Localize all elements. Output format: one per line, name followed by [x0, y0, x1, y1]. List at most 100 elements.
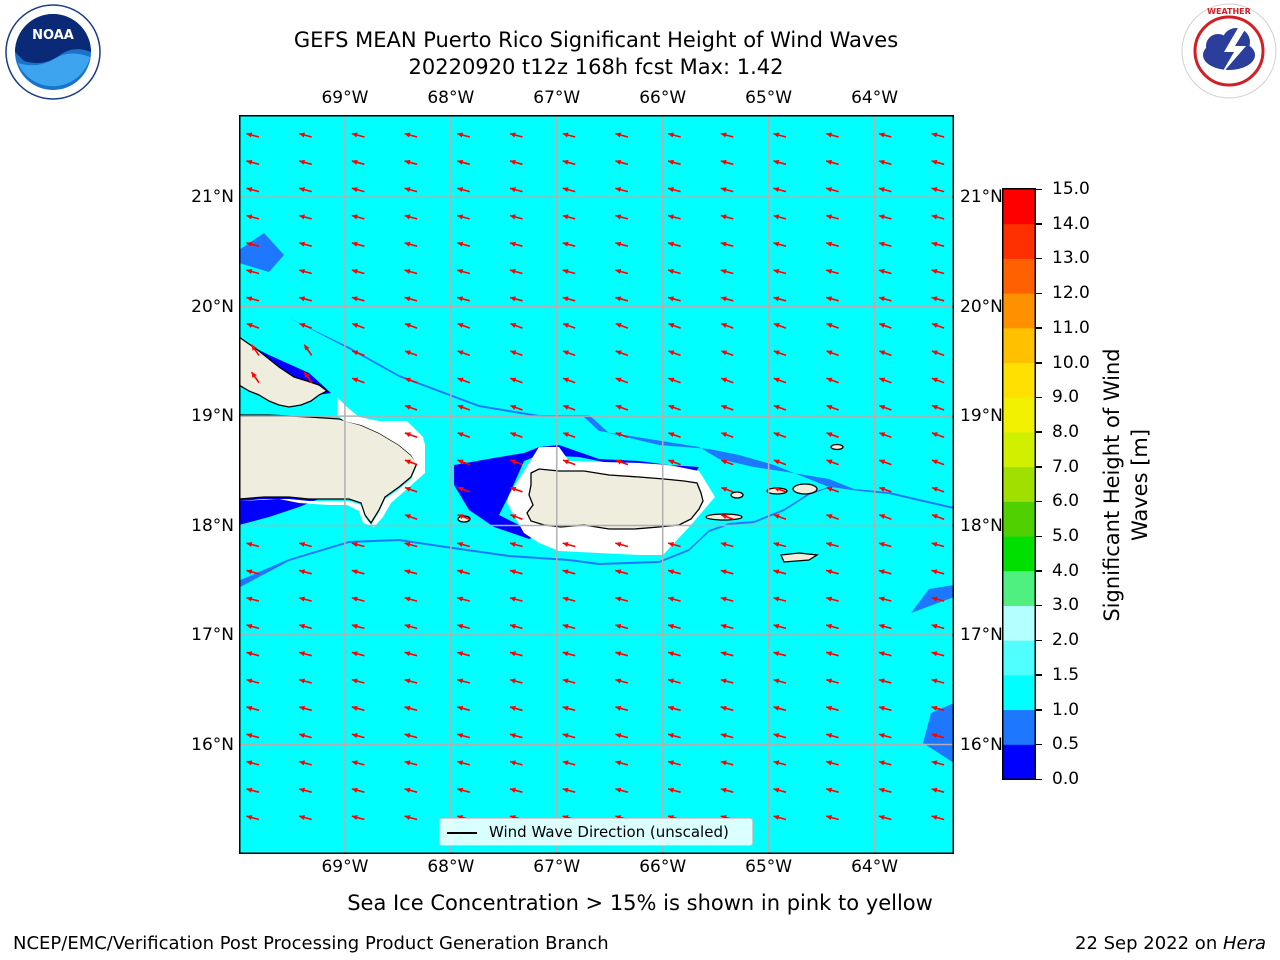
wind-wave-arrow: [667, 214, 681, 220]
wind-wave-arrow: [931, 596, 945, 602]
colorbar-tick: [1036, 466, 1042, 468]
wind-wave-arrows: [246, 132, 945, 821]
wind-wave-arrow: [562, 459, 576, 466]
colorbar-segment: [1003, 431, 1035, 468]
wind-wave-arrow: [720, 569, 734, 575]
colorbar-tick-label: 1.5: [1052, 664, 1080, 685]
wind-wave-arrow: [878, 159, 892, 166]
wind-wave-arrow: [298, 705, 312, 712]
wind-wave-arrow: [931, 733, 945, 739]
wind-wave-arrow: [825, 623, 839, 630]
nws-logo-icon: WEATHER: [1181, 3, 1277, 99]
wind-wave-arrow: [878, 596, 892, 602]
wind-wave-arrow: [615, 623, 629, 630]
longitude-tick-label: 67°W: [533, 88, 581, 108]
latitude-tick-label: 18°N: [191, 515, 234, 536]
wind-wave-arrow: [457, 269, 471, 275]
wind-wave-arrow: [298, 787, 312, 793]
wind-wave-arrow: [931, 705, 945, 712]
longitude-tick-label: 64°W: [851, 857, 899, 877]
wind-wave-arrow: [720, 132, 734, 138]
wind-wave-arrow: [878, 241, 892, 247]
wind-wave-arrow: [562, 623, 576, 630]
wind-wave-arrow: [826, 459, 839, 466]
wind-wave-arrow: [246, 542, 260, 548]
wind-wave-arrow: [351, 705, 365, 712]
wind-wave-arrow: [246, 733, 260, 739]
wind-wave-arrow: [509, 241, 523, 247]
wind-wave-arrow: [720, 787, 734, 793]
wind-wave-arrow: [562, 322, 576, 329]
colorbar-tick-label: 9.0: [1052, 387, 1080, 408]
wind-wave-arrow: [931, 623, 945, 630]
wind-wave-arrow: [615, 459, 629, 466]
footer-date-text: 22 Sep 2022 on: [1075, 933, 1223, 954]
wind-wave-arrow: [404, 404, 418, 411]
colorbar-tick: [1036, 639, 1042, 642]
colorbar-segment: [1003, 397, 1035, 433]
noaa-logo: NOAA: [4, 3, 102, 101]
wind-wave-arrow: [615, 377, 629, 384]
longitude-tick-label: 67°W: [533, 857, 581, 877]
colorbar-tick-label: 0.0: [1052, 769, 1080, 789]
wind-wave-arrow: [773, 815, 787, 821]
wind-wave-arrow: [562, 377, 576, 384]
wind-wave-arrow: [457, 705, 471, 712]
wind-wave-arrow: [773, 705, 787, 712]
wind-wave-arrow: [667, 623, 681, 630]
wind-wave-arrow: [246, 269, 260, 275]
wind-wave-arrow: [773, 486, 787, 493]
wind-wave-arrow: [510, 322, 523, 329]
wind-wave-arrow: [246, 760, 260, 766]
wind-wave-arrow: [878, 404, 892, 411]
latitude-tick-label: 18°N: [960, 515, 1003, 536]
wind-wave-arrow: [826, 514, 839, 520]
wind-wave-arrow: [667, 159, 681, 166]
wind-wave-arrow: [825, 187, 839, 193]
wind-wave-arrow: [878, 514, 892, 520]
wind-wave-arrow: [509, 787, 523, 793]
wind-wave-arrow: [246, 241, 260, 247]
wind-wave-arrow: [720, 651, 734, 657]
wind-wave-arrow: [510, 377, 523, 384]
wind-wave-arrow: [351, 651, 365, 657]
wind-wave-arrow: [509, 187, 523, 193]
longitude-tick-label: 64°W: [851, 88, 899, 108]
wind-wave-arrow: [720, 542, 734, 548]
colorbar-tick: [1036, 223, 1042, 225]
wind-wave-arrow: [404, 187, 418, 193]
wind-wave-arrow: [667, 569, 681, 575]
svg-text:WEATHER: WEATHER: [1207, 7, 1251, 16]
wind-wave-arrow: [615, 269, 629, 275]
wind-wave-arrow: [878, 733, 892, 739]
wind-wave-arrow: [404, 296, 418, 302]
wind-wave-arrow: [509, 760, 523, 766]
footer-host: Hera: [1222, 933, 1266, 954]
wind-wave-arrow: [931, 432, 945, 439]
wind-wave-arrow: [773, 187, 787, 193]
wind-wave-arrow: [720, 623, 734, 630]
wind-wave-arrow: [298, 542, 312, 548]
wind-wave-arrow: [404, 486, 418, 493]
wind-wave-arrow: [509, 596, 523, 602]
wind-wave-arrow: [878, 623, 892, 630]
colorbar-segment: [1003, 605, 1035, 641]
wind-wave-arrow: [720, 404, 734, 411]
wind-wave-arrow: [878, 350, 892, 357]
wind-wave-arrow: [509, 296, 523, 302]
wind-wave-arrow: [773, 459, 787, 466]
wind-wave-arrow: [773, 269, 787, 275]
colorbar-tick: [1036, 604, 1042, 607]
wind-wave-arrow: [562, 296, 576, 302]
wind-wave-arrow: [931, 350, 945, 357]
wind-wave-arrow: [668, 432, 681, 439]
wind-wave-arrow: [298, 241, 312, 247]
wind-wave-arrow: [298, 651, 312, 657]
wind-wave-arrow: [720, 596, 734, 602]
map-panel: [239, 115, 954, 854]
wind-wave-arrow: [562, 760, 576, 766]
wind-wave-arrow: [457, 350, 471, 357]
wind-wave-arrow: [878, 569, 892, 575]
colorbar-segment: [1003, 362, 1035, 398]
wind-wave-arrow: [457, 733, 471, 739]
